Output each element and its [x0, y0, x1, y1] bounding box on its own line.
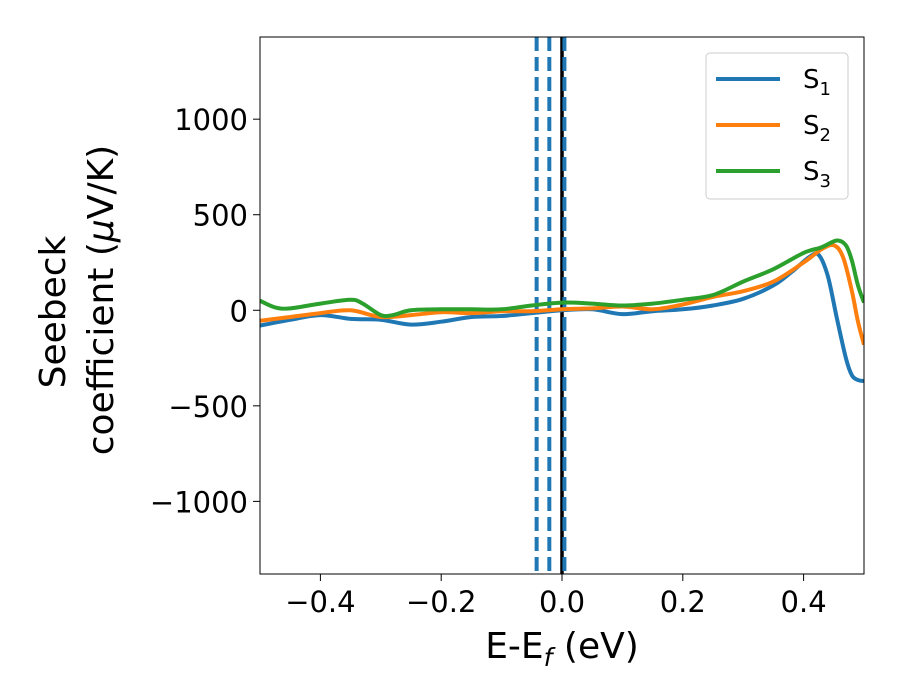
x-tick-label: 0.2: [660, 585, 706, 619]
legend-label-s1: S1: [803, 65, 831, 100]
legend: S1 S2 S3: [705, 52, 849, 200]
y-tick-label: 0: [230, 294, 248, 328]
data-series: [260, 238, 864, 383]
legend-label-s3: S3: [803, 157, 831, 192]
x-tick-label: 0.4: [781, 585, 827, 619]
x-tick-label: −0.2: [406, 585, 476, 619]
y-tick-label: 1000: [174, 103, 248, 137]
y-tick-label: −500: [168, 390, 248, 424]
legend-label-s2: S2: [803, 111, 831, 146]
series-line-s3: [260, 238, 864, 319]
x-tick-label: 0.0: [539, 585, 585, 619]
x-axis-ticks: −0.4 −0.2 0.0 0.2 0.4: [285, 574, 827, 619]
y-axis-ticks: −1000 −500 0 500 1000: [150, 103, 260, 519]
y-axis-label-line2: coefficient (μV/K): [81, 145, 122, 455]
y-tick-label: 500: [193, 199, 248, 233]
x-tick-label: −0.4: [285, 585, 355, 619]
y-tick-label: −1000: [150, 485, 248, 519]
x-axis-label: E-Ef (eV): [485, 626, 639, 672]
y-axis-label-line1: Seebeck: [33, 235, 74, 388]
